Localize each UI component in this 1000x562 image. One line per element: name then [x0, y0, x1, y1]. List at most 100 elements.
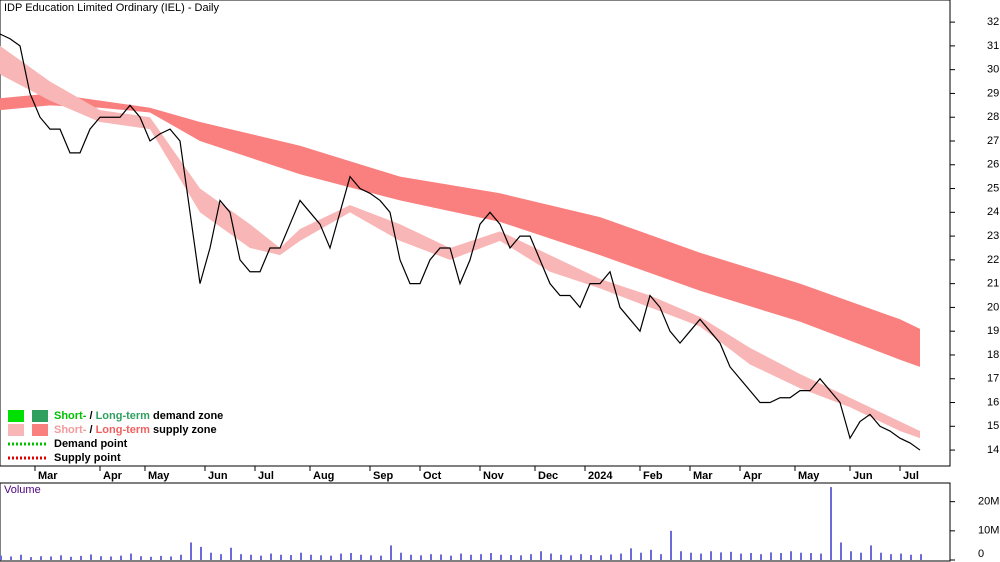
- volume-bar: [240, 554, 242, 560]
- volume-bar: [310, 554, 312, 560]
- volume-bar: [730, 551, 732, 560]
- volume-bar: [560, 554, 562, 560]
- y-tick-label: 32: [987, 16, 999, 28]
- volume-bar: [910, 554, 912, 560]
- volume-bar: [110, 556, 112, 560]
- legend-label: Short- / Long-term supply zone: [54, 424, 217, 436]
- volume-bar: [710, 551, 712, 560]
- volume-label: Volume: [4, 484, 41, 496]
- legend-label: Supply point: [54, 452, 121, 464]
- volume-bar: [920, 554, 922, 560]
- zone: [0, 45, 920, 439]
- x-tick-label: Feb: [643, 470, 663, 482]
- volume-bar: [0, 555, 2, 560]
- volume-bar: [220, 554, 222, 560]
- price-line: [0, 33, 921, 451]
- volume-bar: [410, 554, 412, 560]
- volume-bar: [670, 530, 672, 560]
- volume-bar: [390, 545, 392, 560]
- legend-part: Demand point: [54, 438, 128, 450]
- volume-bar: [360, 554, 362, 560]
- x-tick-label: Nov: [483, 470, 505, 482]
- volume-bar: [150, 556, 152, 560]
- y-tick-label: 20: [987, 301, 999, 313]
- volume-bar: [870, 545, 872, 560]
- legend-part: Short-: [54, 410, 87, 422]
- volume-bar: [260, 555, 262, 560]
- y-tick-label: 16: [987, 396, 999, 408]
- volume-bar: [610, 554, 612, 560]
- volume-bar: [760, 554, 762, 560]
- volume-bar: [590, 555, 592, 560]
- volume-bar: [860, 552, 862, 560]
- volume-bar: [820, 553, 822, 560]
- volume-bar: [470, 554, 472, 560]
- volume-bar: [790, 551, 792, 560]
- volume-bar: [20, 554, 22, 560]
- x-tick-label: Jun: [208, 470, 228, 482]
- volume-bar: [510, 555, 512, 560]
- volume-bar: [570, 555, 572, 560]
- volume-bar: [120, 555, 122, 560]
- volume-bar: [230, 547, 232, 560]
- y-tick-label: 14: [987, 444, 999, 456]
- volume-bar: [70, 556, 72, 560]
- volume-bar: [480, 554, 482, 560]
- volume-bar: [720, 552, 722, 560]
- x-tick-label: Mar: [693, 470, 713, 482]
- x-tick-label: 2024: [588, 470, 613, 482]
- legend-swatch: [32, 410, 48, 422]
- volume-tick-label: 20M: [978, 496, 999, 508]
- volume-bar: [330, 555, 332, 560]
- volume-bar: [340, 553, 342, 560]
- volume-bar: [880, 552, 882, 560]
- x-tick-label: Dec: [538, 470, 558, 482]
- volume-bar: [190, 542, 192, 560]
- volume-bar: [370, 555, 372, 560]
- volume-bar: [300, 552, 302, 560]
- x-tick-label: May: [148, 470, 170, 482]
- volume-bar: [530, 554, 532, 560]
- volume-bar: [900, 553, 902, 560]
- volume-bar: [40, 556, 42, 560]
- legend-label: Demand point: [54, 438, 128, 450]
- volume-bar: [200, 546, 202, 560]
- volume-bar: [320, 555, 322, 560]
- volume-bar: [250, 554, 252, 560]
- volume-bar: [680, 551, 682, 560]
- volume-bar: [690, 552, 692, 560]
- y-tick-label: 25: [987, 182, 999, 194]
- volume-bar: [640, 552, 642, 560]
- y-tick-label: 23: [987, 230, 999, 242]
- y-tick-label: 18: [987, 349, 999, 361]
- volume-bar: [450, 555, 452, 560]
- volume-bar: [270, 553, 272, 560]
- x-tick-label: Apr: [743, 470, 763, 482]
- volume-bar: [490, 553, 492, 560]
- x-tick-label: Aug: [313, 470, 334, 482]
- volume-bar: [90, 554, 92, 560]
- volume-tick-label: 10M: [978, 525, 999, 537]
- volume-bar: [830, 487, 832, 560]
- y-tick-label: 28: [987, 111, 999, 123]
- volume-bar: [740, 553, 742, 560]
- volume-bar: [840, 542, 842, 560]
- x-tick-label: Sep: [373, 470, 393, 482]
- volume-bar: [440, 554, 442, 560]
- x-tick-label: Mar: [38, 470, 58, 482]
- x-tick-label: Apr: [103, 470, 123, 482]
- volume-bar: [660, 554, 662, 560]
- legend-part: Supply point: [54, 452, 121, 464]
- volume-bar: [750, 553, 752, 560]
- legend-part: Short-: [54, 424, 87, 436]
- volume-bar: [350, 553, 352, 560]
- y-tick-label: 29: [987, 87, 999, 99]
- volume-bar: [800, 552, 802, 560]
- x-tick-label: Jul: [903, 470, 919, 482]
- volume-bar: [380, 555, 382, 560]
- y-tick-label: 31: [987, 40, 999, 52]
- legend-part: Long-term: [96, 410, 151, 422]
- y-tick-label: 19: [987, 325, 999, 337]
- legend-part: supply zone: [150, 424, 217, 436]
